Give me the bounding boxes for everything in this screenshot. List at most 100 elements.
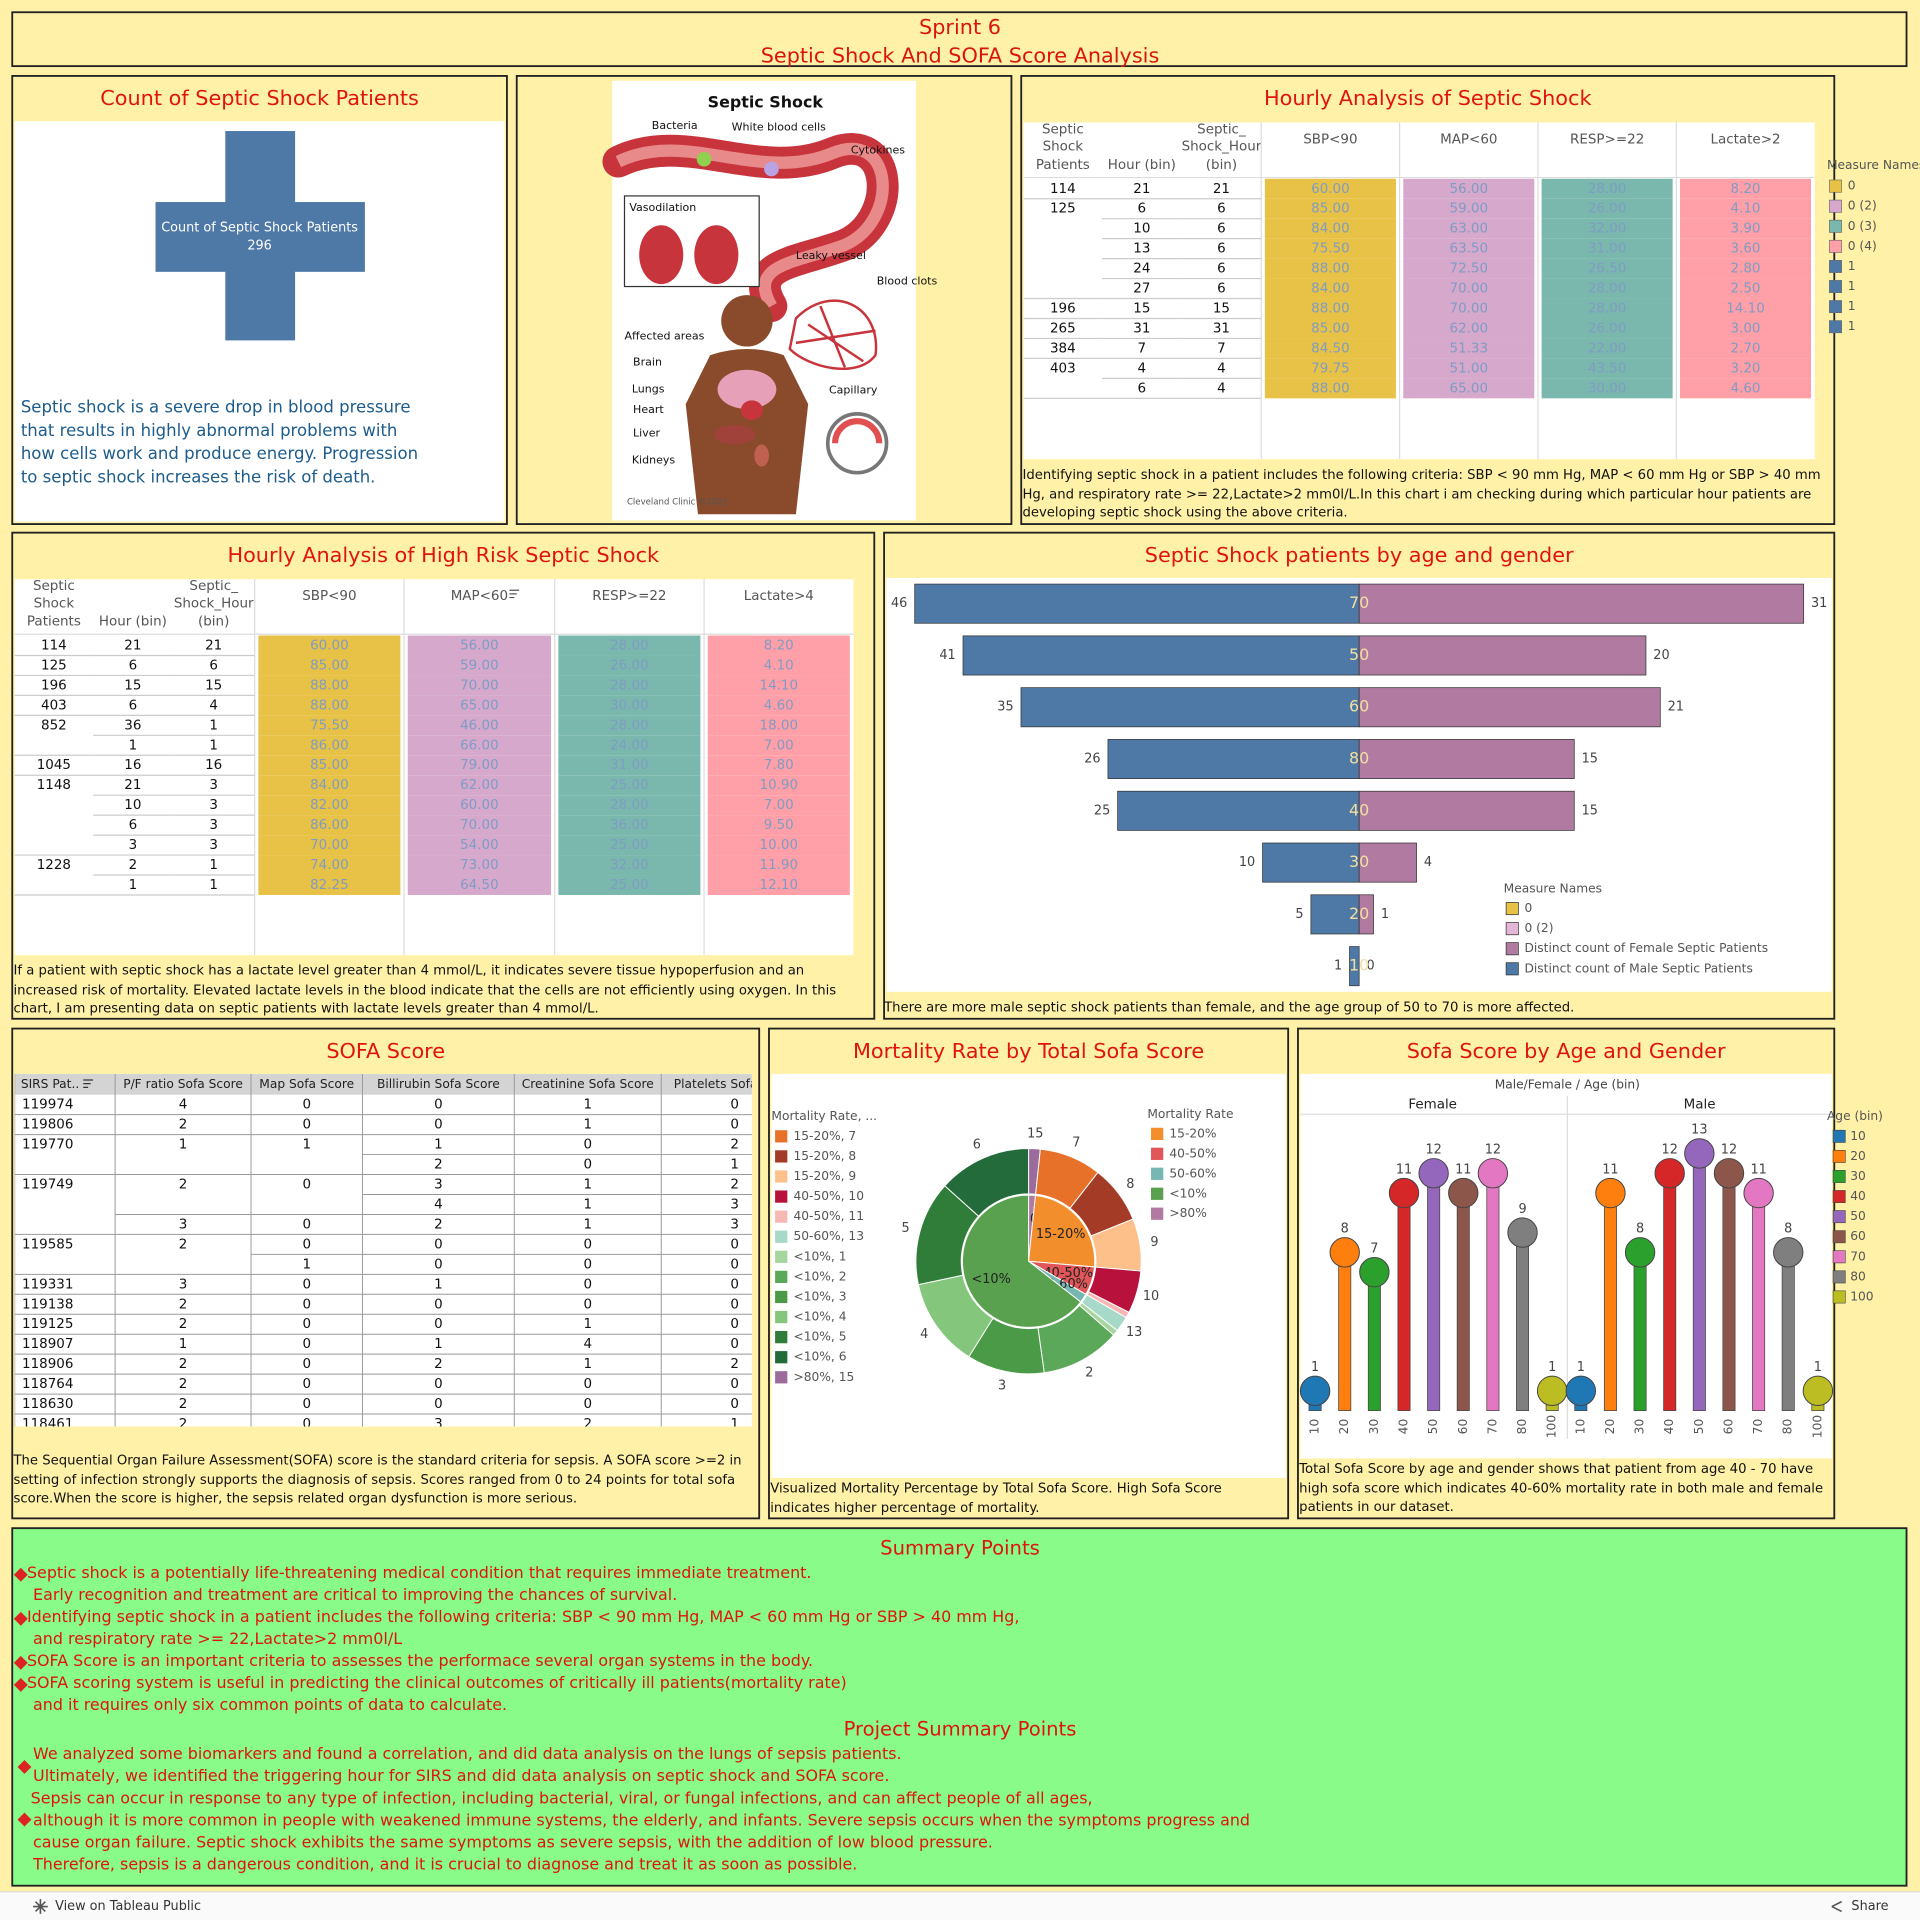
column-header: SBP<90	[1303, 131, 1358, 147]
label-cell: 4	[1138, 361, 1147, 376]
table-cell: 119749	[22, 1178, 73, 1193]
metric-cell: 26.00	[610, 658, 649, 673]
legend-label: >80%, 15	[793, 1370, 854, 1384]
table-cell: 1	[583, 1217, 592, 1232]
label-cell: 27	[1133, 282, 1150, 297]
metric-cell: 56.00	[1450, 182, 1489, 197]
lollipop-head	[1802, 1375, 1834, 1407]
label-cell: 3	[209, 778, 218, 793]
label-cell: 6	[129, 698, 138, 713]
tableau-icon	[33, 1899, 48, 1914]
column-header: Hour (bin)	[98, 612, 167, 629]
legend-swatch	[1832, 1230, 1846, 1244]
metric-cell: 63.00	[1450, 222, 1489, 237]
table-cell: 2	[179, 1377, 188, 1392]
lollipop-head	[1388, 1177, 1420, 1209]
legend-swatch	[1505, 922, 1519, 936]
legend-label: 40	[1850, 1189, 1866, 1203]
legend-swatch	[1151, 1127, 1164, 1140]
column-header-box: Septic_ Shock_Hour (bin)	[174, 579, 254, 629]
description-box: If a patient with septic shock has a lac…	[13, 962, 836, 1016]
metric-cell: 72.50	[1450, 262, 1489, 277]
label-cell: 6	[129, 818, 138, 833]
table-cell: 0	[434, 1237, 443, 1252]
table-cell: 0	[302, 1098, 311, 1113]
label-cell: 1	[209, 718, 218, 733]
label-cell: 852	[41, 718, 67, 733]
cell-fill	[1680, 298, 1812, 319]
metric-cell: 14.10	[1726, 302, 1765, 317]
legend-label: <10%	[1169, 1186, 1206, 1200]
age-label: 60	[1349, 697, 1369, 716]
value-label: 9	[1518, 1202, 1526, 1217]
x-tick-label: 10	[1308, 1419, 1322, 1435]
legend-title: Measure Names	[1504, 881, 1602, 895]
age-label: 80	[1349, 749, 1369, 768]
legend-swatch	[1829, 320, 1842, 334]
table-cell: 0	[302, 1377, 311, 1392]
cell-fill	[707, 775, 850, 796]
metric-cell: 3.00	[1731, 321, 1761, 336]
panel-title: Mortality Rate by Total Sofa Score	[853, 1039, 1204, 1063]
table-cell: 3	[434, 1178, 443, 1193]
label-cell: 31	[1213, 321, 1230, 336]
column-header-box: MAP<60	[451, 588, 508, 604]
description-box: Total Sofa Score by age and gender shows…	[1299, 1461, 1823, 1515]
lollipop-head	[1536, 1375, 1568, 1407]
description-box: The Sequential Organ Failure Assessment(…	[13, 1452, 741, 1506]
cell-fill	[707, 695, 850, 716]
lollipop-head	[1624, 1237, 1656, 1268]
share-button[interactable]: Share	[1851, 1899, 1888, 1914]
legend-label: 0 (4)	[1848, 239, 1877, 253]
header-box	[11, 11, 1908, 68]
cell-fill	[707, 795, 850, 816]
x-tick-label: 60	[1456, 1419, 1470, 1435]
cell-fill	[1264, 198, 1396, 219]
cell-fill	[707, 675, 850, 696]
x-tick-label: 20	[1337, 1419, 1351, 1435]
value-label: 25	[1094, 803, 1110, 818]
legend-label: 0 (3)	[1848, 219, 1877, 233]
cell-fill	[558, 695, 701, 716]
label-cell: 1	[129, 738, 138, 753]
metric-cell: 31.00	[610, 758, 649, 773]
description: Septic shock is a severe drop in blood p…	[20, 397, 419, 488]
cell-fill	[1680, 318, 1812, 339]
lollipop-head	[1418, 1158, 1449, 1189]
label-cell: 15	[1213, 302, 1230, 317]
stem	[1633, 1252, 1647, 1411]
cell-fill	[707, 735, 850, 756]
cell-fill	[558, 875, 701, 895]
table-cell: 1	[434, 1138, 443, 1153]
column-header-box: Lactate>4	[743, 587, 814, 604]
vessel-section	[639, 225, 684, 285]
metric-cell: 30.00	[610, 698, 649, 713]
panel-title: Septic Shock patients by age and gender	[1145, 543, 1574, 567]
cell-fill	[258, 655, 401, 676]
metric-cell: 12.10	[760, 878, 799, 893]
cell-fill	[1680, 278, 1812, 299]
legend-label: 1	[1848, 299, 1856, 313]
table-cell: 0	[730, 1297, 739, 1312]
cell-fill	[407, 815, 552, 836]
table-cell: 0	[302, 1217, 311, 1232]
column-header: Lactate>4	[743, 587, 814, 604]
stem	[1722, 1172, 1736, 1411]
label-cell: 6	[1217, 262, 1226, 277]
value-label: 12	[1425, 1142, 1441, 1157]
column-header: Billirubin Sofa Score	[377, 1077, 500, 1091]
table-cell: 0	[583, 1297, 592, 1312]
summary-line: SOFA scoring system is useful in predict…	[27, 1673, 847, 1692]
metric-cell: 25.00	[610, 778, 649, 793]
cell-fill	[1680, 258, 1812, 279]
project-line: Therefore, sepsis is a dangerous conditi…	[32, 1854, 857, 1873]
stem	[1663, 1172, 1677, 1411]
label-cell: 2	[129, 858, 138, 873]
metric-cell: 30.00	[1588, 381, 1627, 396]
table-cell: 0	[302, 1397, 311, 1412]
cell-fill	[558, 715, 701, 736]
x-tick-label: 100	[1810, 1415, 1824, 1438]
cell-fill	[707, 855, 850, 876]
table-cell: 1	[179, 1138, 188, 1153]
cell-fill	[1264, 218, 1396, 239]
